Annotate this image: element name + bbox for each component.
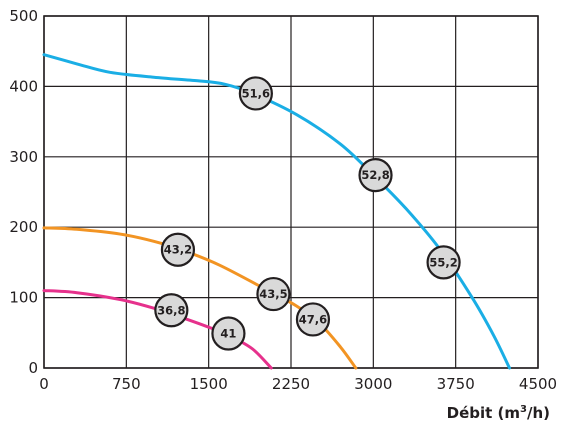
marker-circle	[256, 276, 291, 312]
marker-2: 52,8	[358, 158, 393, 193]
marker-label: 41	[220, 327, 236, 341]
grid	[43, 15, 539, 369]
marker-label: 47,6	[299, 312, 327, 326]
marker-4: 43,2	[160, 232, 196, 267]
marker-7: 36,8	[154, 293, 189, 328]
x-tick-label: 4500	[519, 375, 557, 393]
marker-circle	[238, 76, 273, 111]
marker-label: 51,6	[242, 86, 270, 100]
y-tick-label: 300	[9, 148, 38, 166]
series-line-1	[42, 53, 511, 370]
x-tick-label: 2250	[272, 375, 310, 393]
marker-circle	[426, 245, 461, 280]
y-tick-label: 200	[9, 218, 38, 236]
marker-label: 43,5	[259, 287, 287, 301]
x-tick-label: 750	[112, 375, 141, 393]
marker-8: 41	[211, 316, 246, 351]
marker-1: 51,6	[238, 76, 273, 111]
y-tick-label: 400	[9, 77, 38, 95]
marker-circle	[154, 293, 189, 328]
marker-3: 55,2	[426, 245, 461, 280]
x-axis-title: Débit (m3/h)	[447, 404, 550, 422]
marker-5: 43,5	[256, 276, 291, 312]
y-tick-label: 0	[28, 359, 38, 377]
marker-circle	[295, 302, 331, 337]
marker-label: 55,2	[429, 255, 457, 269]
x-axis-tick-labels: 0 750 1500 2250 3000 3750 4500	[39, 375, 557, 393]
y-tick-label: 100	[9, 289, 38, 307]
marker-circle	[358, 158, 393, 193]
marker-6: 47,6	[295, 302, 331, 337]
y-axis-tick-labels: 0 100 200 300 400 500	[9, 7, 38, 377]
x-tick-label: 3000	[354, 375, 392, 393]
curves	[42, 53, 511, 370]
marker-label: 36,8	[157, 303, 185, 317]
x-tick-label: 0	[39, 375, 49, 393]
marker-label: 52,8	[361, 168, 389, 182]
y-tick-label: 500	[9, 7, 38, 25]
markers: 51,6 52,8 55,2 43,2 43,5 47,6 36,8 41	[154, 76, 461, 351]
plot-frame	[43, 15, 539, 369]
marker-circle	[211, 316, 246, 351]
x-tick-label: 3750	[437, 375, 475, 393]
marker-label: 43,2	[164, 243, 192, 257]
x-tick-label: 1500	[190, 375, 228, 393]
marker-circle	[160, 232, 196, 267]
